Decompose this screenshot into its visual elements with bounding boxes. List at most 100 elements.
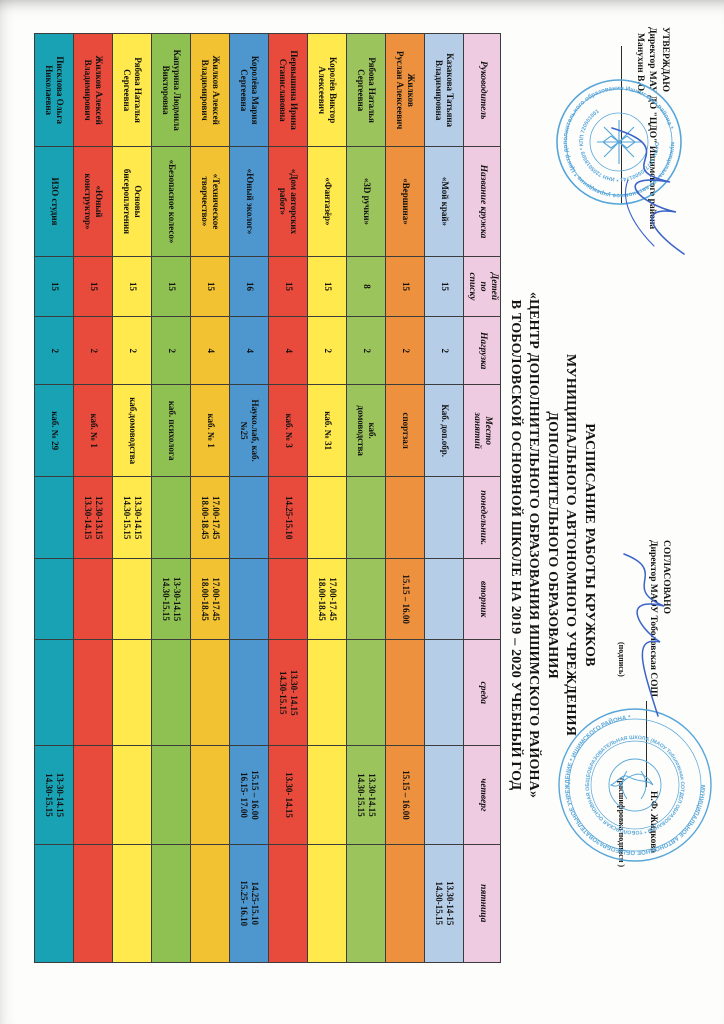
cell-teacher: Казакова Татьяна Владимировна [424,33,464,147]
cell-monday: 13.30-14.15 14.30-15.15 [112,476,152,559]
cell-load: 4 [268,316,308,385]
header-wednesday: среда [463,639,501,746]
stamp-cdo-icon: муниципальное автономное учреждение * Це… [556,79,682,205]
table-row: Жилков Алексей Владимирович «Техническое… [190,33,230,963]
header-children: Детей по списку [463,256,501,317]
cell-load: 2 [307,316,347,385]
cell-friday [346,844,386,963]
cell-thursday [307,745,347,845]
cell-place: Науко.лаб, каб. №25 [229,384,269,477]
cell-tuesday [34,558,74,640]
cell-children: 15 [190,256,230,317]
cell-monday [151,476,191,559]
cell-wednesday [385,639,425,746]
table-row: Королёв Виктор Алексеевич «Фантазёр» 15 … [307,33,347,963]
cell-friday: 14.25-15.10 15.25- 16.10 [229,844,269,963]
cell-place: каб. психолога [151,384,191,477]
cell-teacher: Жилков Алексей Владимирович [73,33,113,147]
header-club: Название кружка [463,146,501,257]
cell-thursday [73,745,113,845]
cell-friday [190,844,230,963]
cell-children: 15 [385,256,425,317]
cell-wednesday [190,639,230,746]
cell-teacher: Королёв Виктор Алексеевич [307,33,347,147]
header-place: Место занятий [463,384,501,477]
table-row: Жилков Алексей Владимирович «Юный констр… [73,33,113,963]
cell-tuesday [424,558,464,640]
cell-wednesday [346,639,386,746]
cell-wednesday [307,639,347,746]
cell-monday [385,476,425,559]
signature-manukhin-icon [611,127,685,255]
cell-tuesday: 15.15 – 16.00 [385,558,425,640]
cell-club: «Дом авторских работ» [268,146,308,257]
cell-wednesday [229,639,269,746]
cell-wednesday [73,639,113,746]
cell-children: 8 [346,256,386,317]
cell-club: «Юный конструктор» [73,146,113,257]
cell-children: 16 [229,256,269,317]
title-line: В ТОБОЛОВСКОЙ ОСНОВНОЙ ШКОЛЕ НА 2019 – 2… [508,299,523,791]
cell-thursday: 13.30- 14.15 [268,745,308,845]
cell-friday [307,844,347,963]
cell-teacher: Рябова Наталья Сергеевна [346,33,386,147]
cell-tuesday [73,558,113,640]
cell-club: «Вершина» [385,146,425,257]
cell-club: «Техническое творчество» [190,146,230,257]
cell-tuesday: 17.00-17.45 18.00-18.45 [307,558,347,640]
table-row: Королёва Мария Сергеевна «Юный эколог» 1… [229,33,269,963]
cell-club: ИЗО студия [34,146,74,257]
cell-place: каб. № 29 [34,384,74,477]
header-thursday: четверг [463,745,501,845]
cell-thursday: 15.15 – 16.00 [385,745,425,845]
cell-tuesday [112,558,152,640]
cell-thursday [151,745,191,845]
cell-tuesday [346,558,386,640]
cell-load: 2 [346,316,386,385]
table-row: Жилков Руслан Алексеевич «Вершина» 15 2 … [385,33,425,963]
cell-load: 2 [151,316,191,385]
cell-friday [34,844,74,963]
cell-place: Каб. доп.обр. [424,384,464,477]
cell-friday [151,844,191,963]
header-teacher: Руководитель [463,33,501,147]
cell-load: 2 [424,316,464,385]
cell-tuesday [229,558,269,640]
cell-place: каб. № 3 [268,384,308,477]
cell-monday [34,476,74,559]
cell-children: 15 [34,256,74,317]
cell-load: 4 [229,316,269,385]
cell-friday [112,844,152,963]
cell-load: 2 [385,316,425,385]
cell-teacher: Королёва Мария Сергеевна [229,33,269,147]
table-row: Рябова Наталья Сергеевна «3D ручки» 8 2 … [346,33,386,963]
stamp-snowflake-icon [597,120,641,164]
cell-place: спортзал [385,384,425,477]
cell-place: каб.домоводства [112,384,152,477]
stamp-school-icon: МУНИЦИПАЛЬНОЕ АВТОНОМНОЕ ОБЩЕОБРАЗОВАТЕЛ… [558,702,719,862]
cell-teacher: Капурина Людмила Викторовна [151,33,191,147]
cell-monday: 12.30-13.15 13.30-14.15 [73,476,113,559]
cell-friday [385,844,425,963]
table-row: Капурина Людмила Викторовна «Безопасное … [151,33,191,963]
cell-thursday [112,745,152,845]
table-header-row: Руководитель Название кружка Детей по сп… [463,33,501,963]
cell-tuesday: 17.00-17.45 18.00-18.45 [190,558,230,640]
cell-friday [268,844,308,963]
cell-friday [73,844,113,963]
cell-monday [424,476,464,559]
cell-load: 2 [34,316,74,385]
table-row: Рябова Наталья Сергеевна Основы бисеропл… [112,33,152,963]
cell-teacher: Жилков Руслан Алексеевич [385,33,425,147]
table-row: Писклова Ольга Николаевна ИЗО студия 15 … [34,33,74,963]
cell-children: 15 [73,256,113,317]
cell-friday: 13.30-14-15 14.30-15.15 [424,844,464,963]
header-tuesday: вторник [463,558,501,640]
cell-club: «Безопасное колесо» [151,146,191,257]
cell-wednesday [151,639,191,746]
header-load: Нагрузка [463,316,501,385]
cell-wednesday [424,639,464,746]
cell-children: 15 [307,256,347,317]
header-friday: пятница [463,844,501,963]
